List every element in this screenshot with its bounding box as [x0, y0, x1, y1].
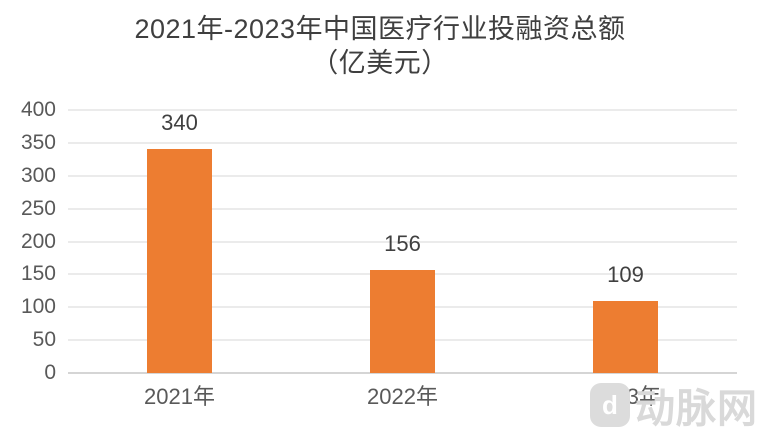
x-axis-tick-label: 2021年 [144, 384, 215, 409]
bar-value-label: 156 [384, 231, 421, 257]
bar-value-label: 340 [161, 110, 198, 136]
y-axis-tick-label: 300 [20, 163, 56, 187]
chart-title: 2021年-2023年中国医疗行业投融资总额 （亿美元） [0, 12, 760, 80]
bar-value-label: 109 [607, 262, 644, 288]
gridline-y200 [68, 240, 737, 243]
bar-2023年 [593, 301, 658, 373]
x-axis-tick-label: 2023年 [590, 384, 661, 409]
chart-title-line-2: （亿美元） [311, 48, 449, 78]
y-axis-tick-label: 100 [20, 295, 56, 319]
gridline-y300 [68, 174, 737, 177]
gridline-y250 [68, 207, 737, 210]
chart-title-line-1: 2021年-2023年中国医疗行业投融资总额 [134, 14, 626, 44]
bar-2022年 [370, 270, 435, 373]
x-axis-line [68, 372, 737, 374]
gridline-y400 [68, 109, 737, 111]
y-axis-tick-label: 50 [32, 328, 56, 352]
y-axis-tick-label: 200 [20, 229, 56, 253]
gridline-y350 [68, 141, 737, 144]
y-axis-tick-label: 0 [44, 361, 56, 384]
x-axis-tick-label: 2022年 [367, 384, 438, 409]
y-axis-tick-label: 250 [20, 196, 56, 220]
y-axis-tick-label: 400 [20, 98, 56, 121]
y-axis-tick-label: 150 [20, 262, 56, 286]
y-axis-tick-label: 350 [20, 130, 56, 154]
bar-2021年 [147, 149, 212, 373]
